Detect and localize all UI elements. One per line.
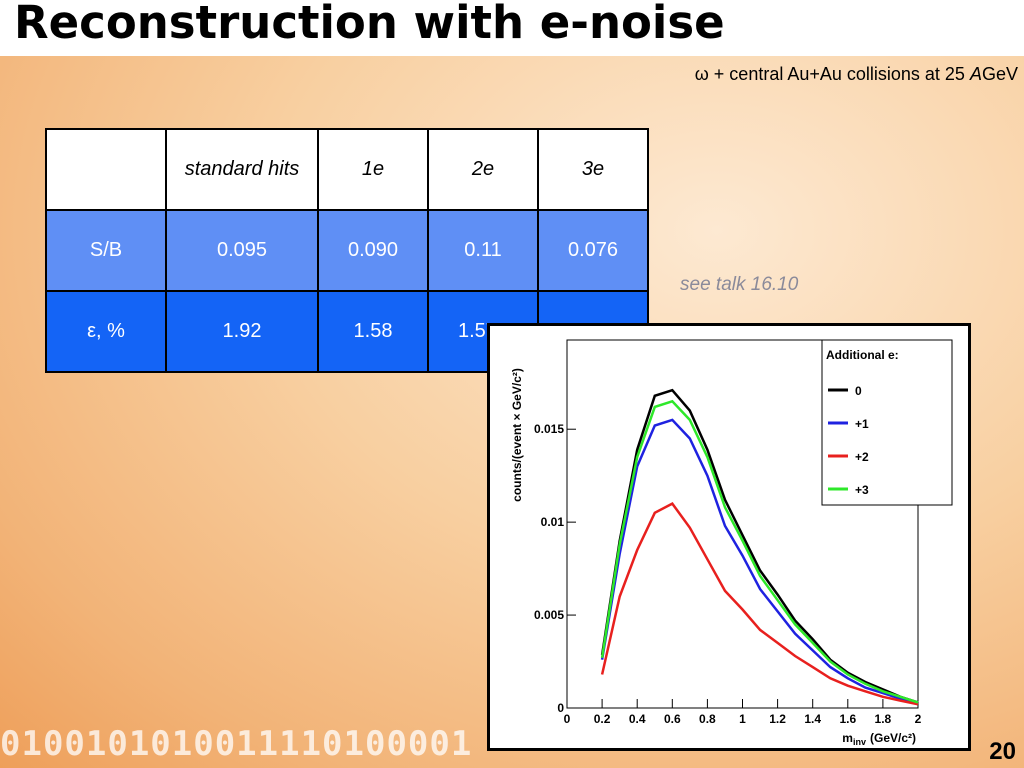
legend-title: Additional e:: [826, 348, 899, 362]
x-tick-label: 1.4: [804, 712, 821, 726]
header-row: standard hits 1e 2e 3e: [45, 128, 649, 211]
row-label: ε, %: [45, 290, 167, 373]
page-number: 20: [989, 738, 1016, 765]
table-cell: 0.095: [165, 209, 319, 292]
y-tick-label: 0.01: [541, 515, 565, 529]
x-tick-label: 1.2: [769, 712, 786, 726]
legend-label: +1: [855, 417, 869, 431]
x-tick-label: 1.8: [875, 712, 892, 726]
y-tick-label: 0: [557, 701, 564, 715]
subtitle-unit: GeV: [981, 64, 1018, 84]
table-cell: 0.090: [317, 209, 429, 292]
x-label-symbol: m: [842, 731, 853, 745]
series-line: [600, 399, 919, 704]
table-cell: 0.11: [427, 209, 539, 292]
corner-cell: [45, 128, 167, 211]
table-row: S/B 0.095 0.090 0.11 0.076: [45, 209, 649, 292]
x-tick-label: 0.4: [629, 712, 646, 726]
subtitle-text: ω + central Au+Au collisions at 25: [694, 64, 970, 84]
series-line: [600, 388, 919, 704]
legend-label: +2: [855, 450, 869, 464]
x-tick-label: 0.6: [664, 712, 681, 726]
subtitle-italic: A: [969, 64, 982, 84]
header-cell: 2e: [427, 128, 539, 211]
y-tick-label: 0.005: [534, 608, 564, 622]
chart: 0 0.005 0.01 0.015 0 0.2 0.4 0.6 0.8 1 1.2 1.4 1.6 1.…: [487, 323, 971, 751]
x-axis-label: minv (GeV/c²): [842, 731, 916, 747]
legend-label: 0: [855, 384, 862, 398]
x-tick-label: 1.6: [839, 712, 856, 726]
x-tick-label: 0.2: [594, 712, 611, 726]
y-axis-label: counts/(event × GeV/c²): [510, 368, 524, 502]
header-cell: standard hits: [165, 128, 319, 211]
x-label-subscript: inv: [853, 737, 866, 747]
row-label: S/B: [45, 209, 167, 292]
x-tick-label: 0: [564, 712, 571, 726]
x-tick-label: 0.8: [699, 712, 716, 726]
title-bar: [0, 0, 1024, 56]
header-cell: 3e: [537, 128, 649, 211]
slide-title: Reconstruction with e-noise: [14, 0, 725, 49]
results-table: standard hits 1e 2e 3e S/B 0.095 0.090 0.11…: [45, 128, 649, 373]
x-label-unit: (GeV/c²): [870, 731, 916, 745]
x-tick-label: 1: [739, 712, 746, 726]
footer-pattern: 0100101010011110100001: [0, 724, 473, 764]
table-cell: 0.076: [537, 209, 649, 292]
series-line: [600, 418, 919, 704]
y-tick-label: 0.015: [534, 422, 564, 436]
table-cell: 1.58: [317, 290, 429, 373]
series-line: [600, 501, 919, 706]
subtitle: ω + central Au+Au collisions at 25 AGeV: [695, 64, 1018, 85]
x-tick-label: 2: [915, 712, 922, 726]
table-cell: 1.92: [165, 290, 319, 373]
header-cell: 1e: [317, 128, 429, 211]
note: see talk 16.10: [680, 274, 799, 295]
legend-label: +3: [855, 483, 869, 497]
